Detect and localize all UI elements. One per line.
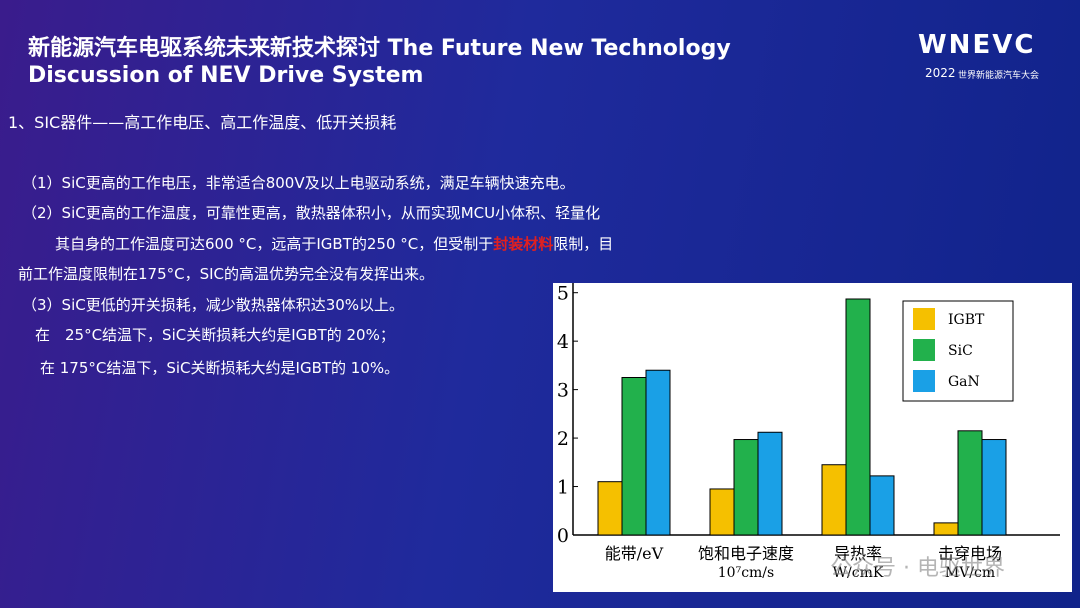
y-tick-label: 3 [557, 380, 569, 402]
x-tick-label: 10⁷cm/s [718, 565, 774, 581]
text-line: 在 25°C结温下，SiC关断损耗大约是IGBT的 20%； [35, 326, 395, 344]
text: 其自身的工作温度可达600 °C，远高于IGBT的250 °C，但受制于 [55, 235, 494, 253]
x-tick-label: 导热率 [834, 544, 882, 563]
x-tick-label: 击穿电场 [938, 544, 1002, 563]
legend-label: IGBT [948, 312, 985, 328]
bar [597, 481, 623, 536]
bar [821, 464, 847, 536]
text-line: （1）SiC更高的工作电压，非常适合800V及以上电驱动系统，满足车辆快速充电。 [22, 174, 575, 192]
y-tick-label: 4 [557, 331, 569, 353]
y-tick-label: 0 [557, 525, 569, 547]
text-line: 其自身的工作温度可达600 °C，远高于IGBT的250 °C，但受制于封装材料… [55, 233, 613, 254]
bar [869, 475, 895, 536]
bar [621, 377, 647, 536]
x-tick-label: 能带/eV [605, 544, 664, 563]
text: 限制，目 [553, 235, 614, 253]
text-line: 前工作温度限制在175°C，SIC的高温优势完全没有发挥出来。 [18, 265, 435, 283]
text-line: （3）SiC更低的开关损耗，减少散热器体积达30%以上。 [22, 296, 405, 314]
text-line: 在 175°C结温下，SiC关断损耗大约是IGBT的 10%。 [40, 359, 400, 377]
legend-swatch [913, 308, 935, 330]
highlight: 封装材料 [493, 235, 554, 253]
bar [645, 369, 671, 536]
watermark: 公众号 · 电驱世界 [830, 556, 1005, 581]
legend-label: GaN [948, 374, 980, 390]
bar [845, 298, 871, 536]
logo-year: 2022 [925, 66, 956, 80]
bar [981, 439, 1007, 536]
legend-label: SiC [948, 343, 973, 359]
legend-swatch [913, 370, 935, 392]
title: 新能源汽车电驱系统未来新技术探讨 The Future New Technolo… [28, 36, 731, 61]
x-tick-label: W/cmK [833, 565, 884, 581]
y-tick-label: 1 [557, 477, 569, 499]
bar [757, 431, 783, 536]
bar [709, 488, 735, 536]
bar [933, 522, 959, 536]
legend-swatch [913, 339, 935, 361]
bar [957, 430, 983, 536]
logo-event: 世界新能源汽车大会 [958, 71, 1040, 81]
title: Discussion of NEV Drive System [28, 63, 424, 88]
chart: 0 1 2 3 4 5 能带/eV 饱和电子速度 10⁷cm/s 导热率 W/cmK 击穿电场 MV/c… [553, 283, 1072, 592]
logo: WNEVC [918, 30, 1036, 60]
x-tick-label: MV/cm [945, 565, 995, 581]
bar [733, 439, 759, 536]
text-line: （2）SiC更高的工作温度，可靠性更高，散热器体积小，从而实现MCU小体积、轻量… [22, 204, 601, 222]
y-tick-label: 5 [557, 283, 569, 305]
y-tick-label: 2 [557, 428, 569, 450]
subtitle: 1、SIC器件——高工作电压、高工作温度、低开关损耗 [8, 113, 397, 132]
x-tick-label: 饱和电子速度 [698, 544, 794, 563]
